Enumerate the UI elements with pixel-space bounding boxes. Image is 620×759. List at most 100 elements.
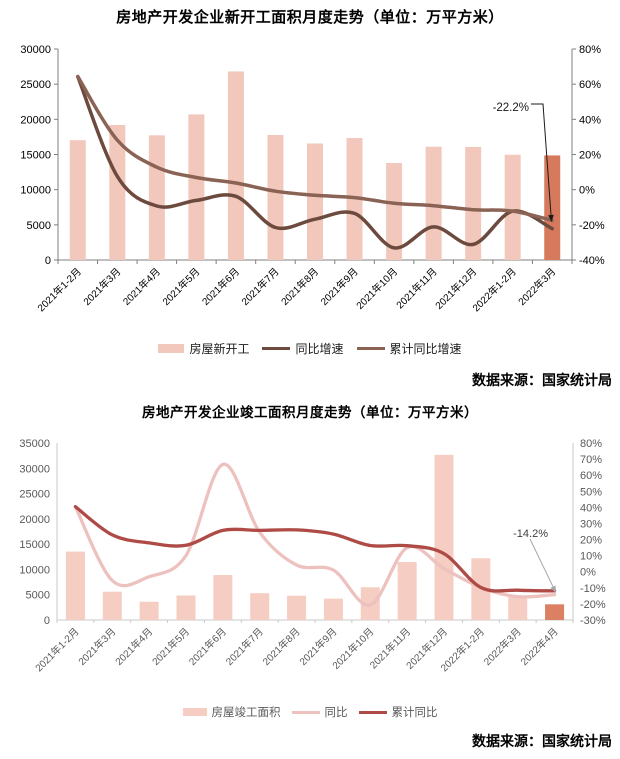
chart2-title: 房地产开发企业竣工面积月度走势（单位：万平方米） [142,405,478,420]
legend-item-new-starts: 房屋新开工 [158,340,249,357]
bar-swatch-icon [158,344,185,353]
completions-chart-right-tick-label: -10% [580,583,606,595]
new-starts-chart-bar-2021年11月 [425,146,442,260]
completions-chart-bar-2022年3月 [508,596,528,620]
line-swatch-icon [262,347,291,350]
new-starts-chart-bar-2022年3月 [544,155,561,260]
completions-chart-x-label: 2021年5月 [149,625,192,668]
new-starts-chart-x-label: 2021年7月 [239,265,282,308]
new-starts-chart-x-label: 2021年10月 [353,265,400,312]
new-starts-chart-x-label: 2021年8月 [278,265,321,308]
new-starts-chart-x-label: 2021年6月 [199,265,242,308]
new-starts-chart-left-tick-label: 0 [45,255,51,267]
completions-chart-right-tick-label: 50% [580,486,602,498]
new-starts-chart-left-tick-label: 5000 [27,220,51,232]
new-starts-chart-right-tick-label: 20% [579,150,601,162]
new-starts-chart-right-tick-label: -20% [579,220,605,232]
completions-chart-left-tick-label: 15000 [19,539,50,551]
legend-label: 房屋竣工面积 [211,707,281,719]
new-starts-chart-right-tick-label: 0% [579,185,595,197]
chart1-title: 房地产开发企业新开工面积月度走势（单位：万平方米） [116,9,504,26]
completions-chart-x-label: 2021年6月 [186,625,229,668]
new-starts-chart-bar-2021年1-2月 [69,140,86,260]
completions-chart-bar-2021年1-2月 [65,551,85,620]
completions-chart-left-tick-label: 25000 [19,489,50,501]
completions-chart-bar-2021年4月 [139,601,159,620]
new-starts-chart-bar-2021年8月 [307,143,323,260]
completions-chart-right-tick-label: 80% [580,438,602,450]
new-starts-chart-left-tick-label: 25000 [20,79,51,91]
completions-chart-x-label: 2022年4月 [518,625,561,668]
new-starts-chart-x-label: 2021年1-2月 [35,265,84,314]
completions-chart-bar-2021年9月 [323,598,343,620]
legend-label: 累计同比增速 [389,342,462,356]
completions-chart-right-tick-label: 70% [580,454,602,466]
new-starts-chart-x-label: 2021年4月 [120,265,163,308]
legend-item-cumulative-yoy: 累计同比 [358,704,438,720]
completions-chart-left-tick-label: 10000 [19,564,50,576]
bar-swatch-icon [182,708,207,716]
completions-chart-x-label: 2021年7月 [223,625,266,668]
completions-chart-right-tick-label: -30% [580,615,606,627]
completions-chart-line-同比 [73,462,557,607]
chart1-legend: 房屋新开工 同比增速 累计同比增速 [0,340,620,357]
completions-chart-right-tick-label: 40% [580,502,602,514]
completions-chart-left-tick-label: 0 [44,615,50,627]
completions-chart-right-tick-label: 10% [580,551,602,563]
completions-chart-right-tick-label: 30% [580,518,602,530]
new-starts-chart-annotation-connector [531,103,552,216]
new-starts-chart-left-tick-label: 10000 [20,185,51,197]
completions-chart-annotation-connector [529,538,554,587]
completions-chart-right-tick-label: 20% [580,535,602,547]
new-starts-chart-annotation-arrow-icon [548,214,554,222]
new-starts-chart-right-tick-label: 80% [579,44,601,56]
legend-item-cumulative-yoy-growth: 累计同比增速 [356,340,462,357]
line-swatch-icon [291,710,320,714]
new-starts-chart-bar-2021年12月 [465,146,482,260]
new-starts-chart-left-tick-label: 20000 [20,114,51,126]
new-starts-chart-bar-2021年7月 [267,134,284,260]
completions-chart-bar-2021年11月 [397,562,417,620]
completions-chart-left-tick-label: 5000 [26,590,50,602]
completions-chart-bar-2021年6月 [213,575,233,620]
legend-label: 房屋新开工 [189,342,250,356]
new-starts-chart-right-tick-label: 60% [579,79,601,91]
legend-item-yoy-growth: 同比增速 [262,340,344,357]
chart2-data-source: 数据来源：国家统计局 [472,733,612,749]
legend-item-completed-area: 房屋竣工面积 [182,704,281,720]
completions-chart-bar-2021年12月 [434,454,454,620]
new-starts-chart-right-tick-label: -40% [579,255,605,267]
new-starts-chart-x-label: 2021年5月 [160,265,203,308]
new-starts-chart-line-累计同比增速 [76,74,554,223]
completions-chart-annotation-arrow-icon [550,585,556,593]
line-swatch-icon [358,710,387,714]
new-starts-chart-left-tick-label: 30000 [20,44,51,56]
new-starts-chart-annotation-label: -22.2% [493,102,529,114]
legend-label: 累计同比 [391,707,438,719]
completions-chart-x-label: 2021年4月 [112,625,155,668]
completions-chart-bar-2021年3月 [102,591,122,620]
completions-chart-right-tick-label: -20% [580,599,606,611]
completions-chart-x-label: 2021年1-2月 [32,625,81,674]
completions-chart-bar-2021年8月 [287,595,307,620]
legend-item-yoy: 同比 [291,704,348,720]
new-starts-chart-bar-2021年5月 [188,114,205,261]
chart1-data-source: 数据来源：国家统计局 [472,372,612,388]
completions-chart-left-tick-label: 30000 [19,463,50,475]
new-starts-chart-right-tick-label: 40% [579,114,601,126]
completions-chart-annotation-label: -14.2% [513,528,548,540]
legend-label: 同比 [324,707,348,719]
new-starts-chart-x-label: 2021年9月 [318,265,361,308]
chart2-legend: 房屋竣工面积 同比 累计同比 [0,704,620,720]
new-starts-chart-bar-2022年1-2月 [504,154,521,260]
completions-chart-left-tick-label: 20000 [19,514,50,526]
completions-chart-bar-2021年7月 [250,593,270,620]
completions-chart-bar-2021年5月 [176,595,196,620]
new-starts-chart-bar-2021年10月 [386,162,403,260]
completions-chart-line-累计同比 [73,505,557,593]
legend-label: 同比增速 [295,342,344,356]
new-starts-chart-line-同比增速 [76,74,554,250]
completions-chart-bar-2022年4月 [545,604,565,620]
